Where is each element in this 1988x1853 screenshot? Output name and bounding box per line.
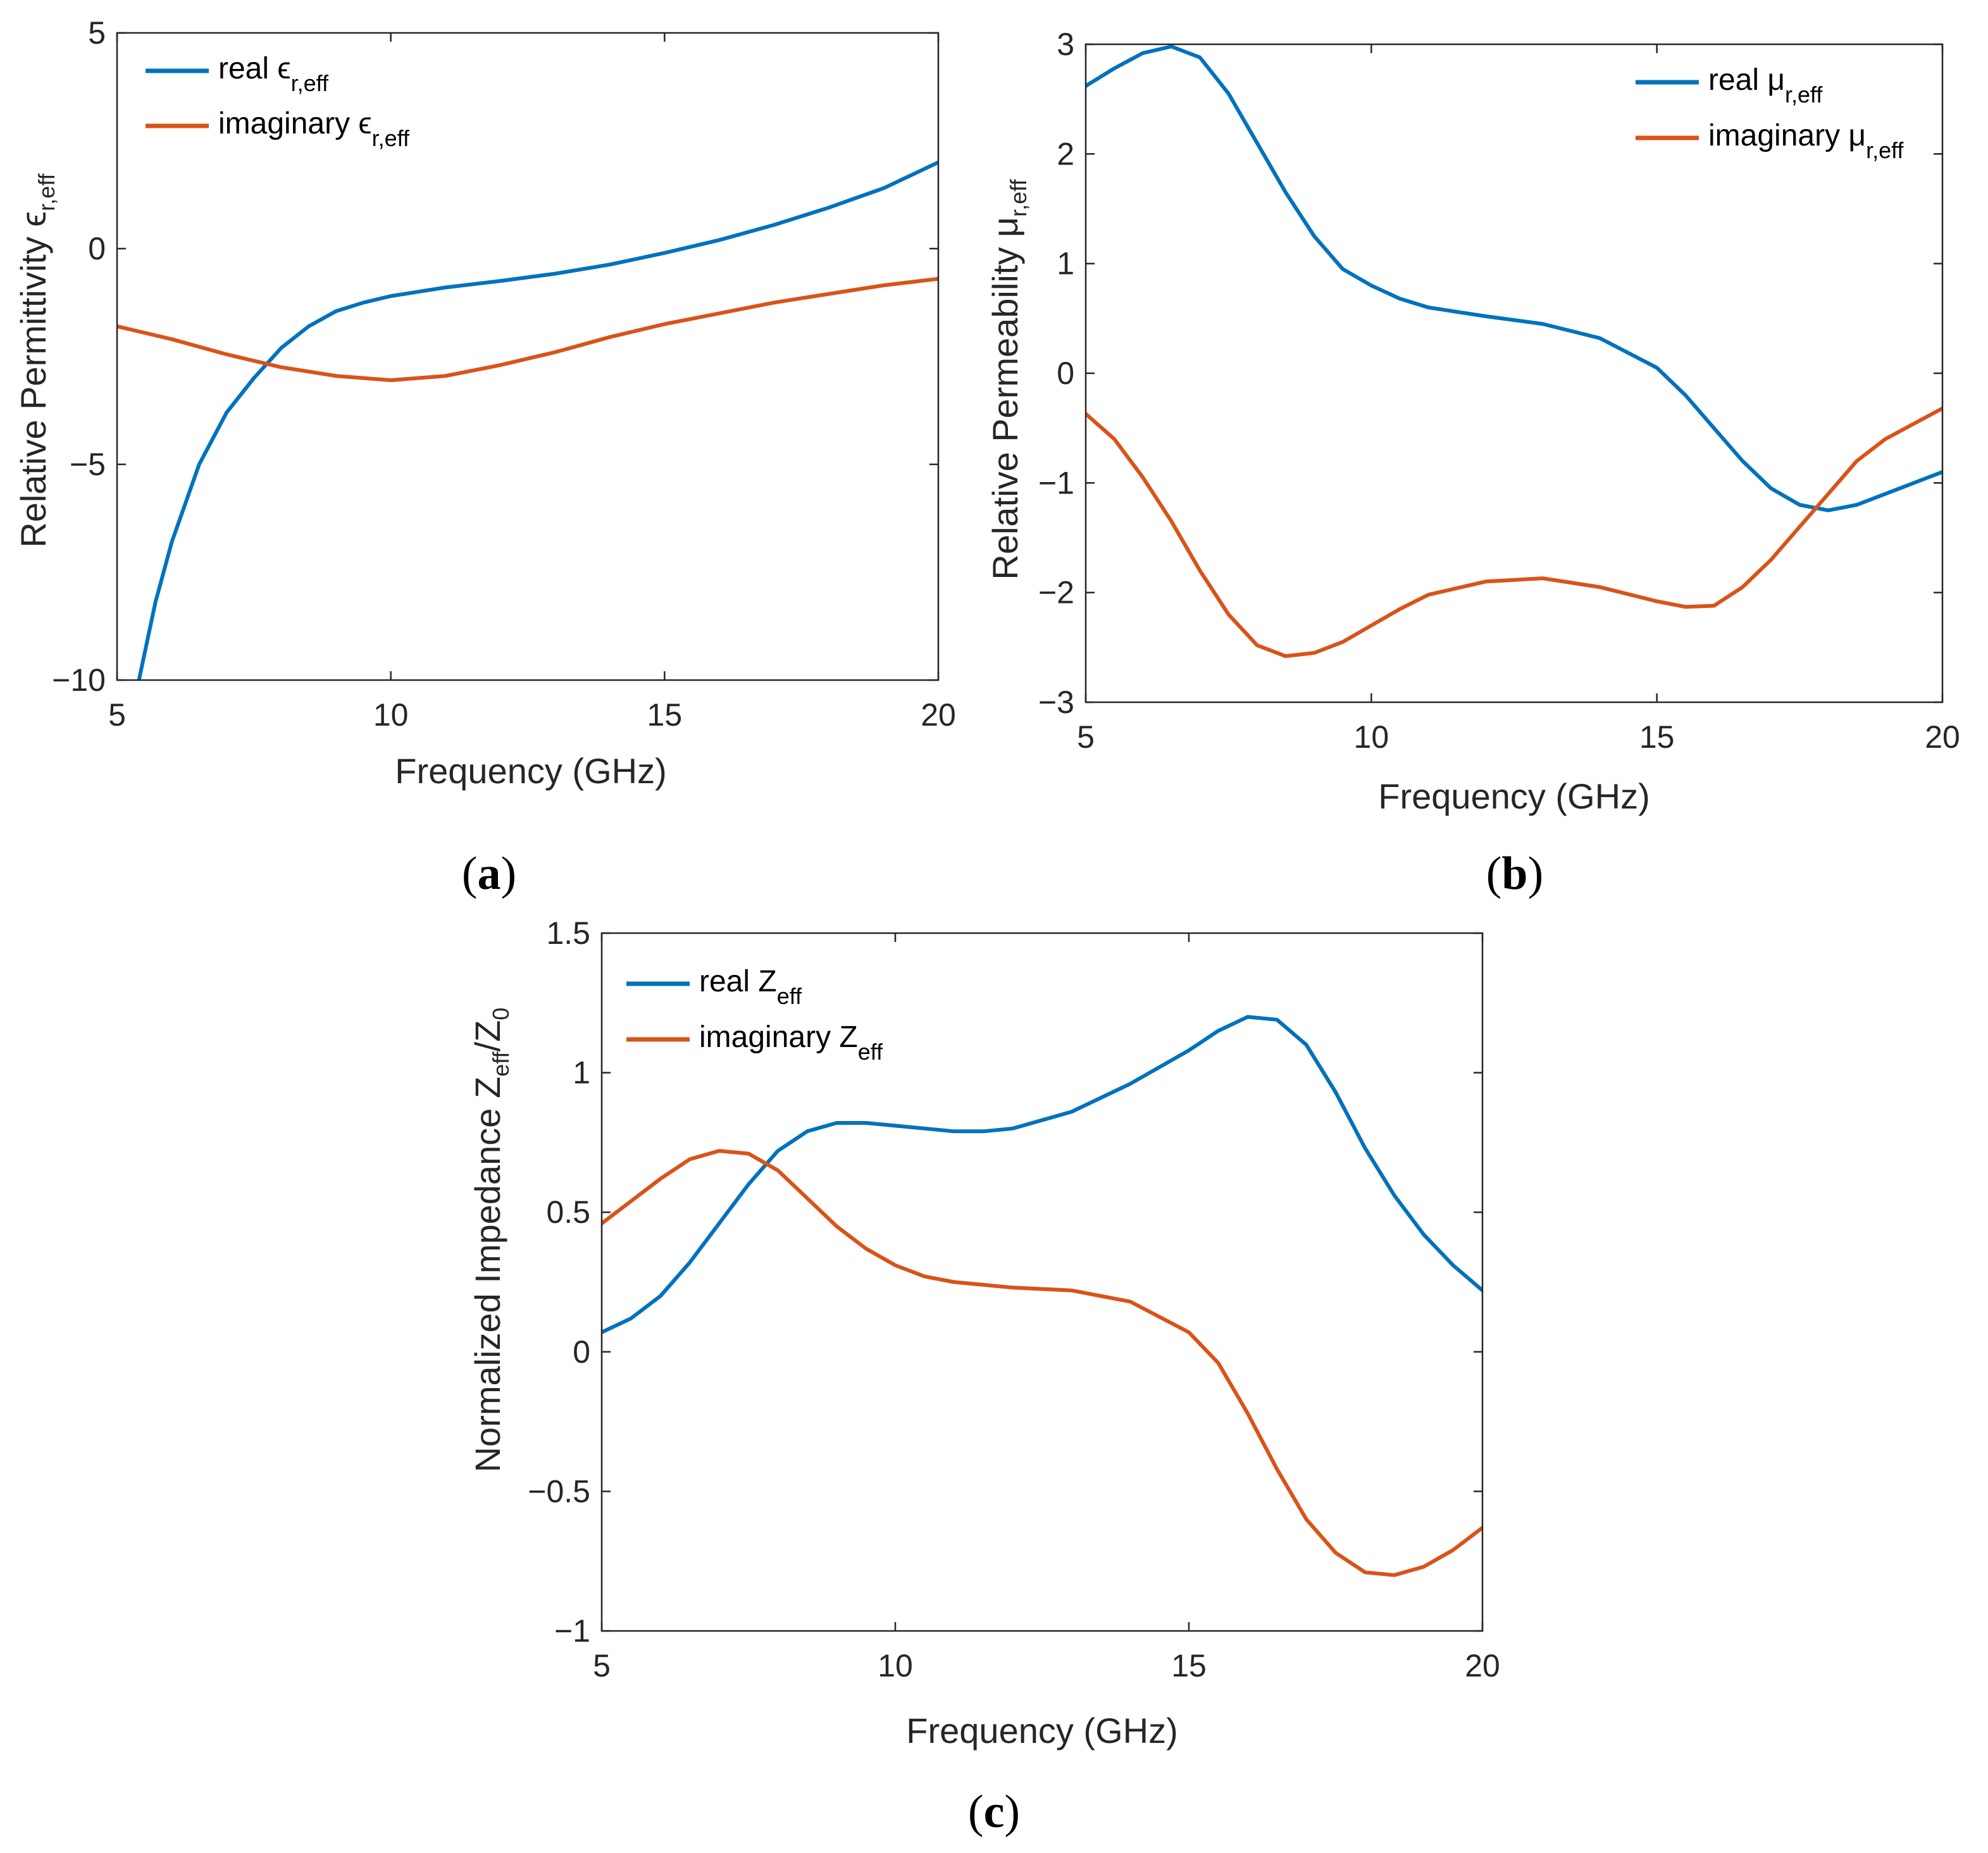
y-axis-label: Relative Permeability μr,eff (985, 178, 1031, 579)
x-tick-label: 15 (1639, 719, 1675, 755)
legend: real Zeff imaginary Zeff (626, 965, 883, 1065)
y-tick-label: 2 (1057, 136, 1074, 171)
y-tick-label: 1 (573, 1055, 590, 1091)
y-tick-label: 0 (88, 231, 106, 266)
y-tick-label: −0.5 (528, 1473, 590, 1509)
legend: real ϵr,eff imaginary ϵr,eff (146, 52, 410, 151)
panel-label-c: (c) (968, 1786, 1020, 1838)
legend-entry-real: real μr,eff (1708, 63, 1823, 108)
svg-text:Normalized Impedance Zeff/Z0: Normalized Impedance Zeff/Z0 (468, 1008, 514, 1473)
x-tick-label: 5 (1077, 719, 1095, 755)
plot-area: 5 10 15 20 −3 −2 −1 0 1 2 3 (1038, 27, 1960, 755)
series-line-imaginary (117, 276, 938, 382)
plot-area: 5 10 15 20 −1 −0.5 0 0.5 1 1.5 (528, 915, 1500, 1683)
series-line-real (602, 1015, 1482, 1334)
y-tick-label: 1.5 (546, 915, 590, 951)
y-axis-label: Relative Permittivity ϵr,eff (13, 173, 59, 547)
series-line-imaginary (602, 1149, 1482, 1577)
panel-b: Relative Permeability μr,eff Frequency (… (985, 27, 1960, 900)
panel-label-b: (b) (1486, 848, 1543, 900)
y-tick-label: −1 (1038, 465, 1074, 500)
y-axis-label: Normalized Impedance Zeff/Z0 (468, 1008, 514, 1473)
y-tick-label: −1 (554, 1613, 590, 1649)
series-line-imaginary (1086, 406, 1942, 659)
y-tick-label: 0.5 (546, 1194, 590, 1230)
svg-text:Relative Permeability μr,eff: Relative Permeability μr,eff (985, 178, 1031, 579)
legend-entry-real: real Zeff (699, 965, 802, 1009)
x-tick-label: 20 (1925, 719, 1960, 755)
x-tick-label: 20 (1465, 1648, 1500, 1683)
x-tick-label: 15 (1171, 1648, 1207, 1683)
x-tick-label: 10 (878, 1648, 913, 1683)
legend-entry-imaginary: imaginary ϵr,eff (218, 107, 410, 151)
y-tick-label: 0 (1057, 356, 1074, 391)
x-tick-label: 15 (647, 697, 683, 733)
y-tick-label: −3 (1038, 685, 1074, 720)
y-tick-label: −5 (70, 447, 106, 482)
y-tick-label: −10 (52, 662, 106, 698)
svg-text:Relative Permittivity ϵr,eff: Relative Permittivity ϵr,eff (13, 173, 59, 547)
axes-box (116, 32, 940, 681)
legend-entry-imaginary: imaginary μr,eff (1708, 119, 1904, 163)
y-tick-label: −2 (1038, 575, 1074, 610)
panel-c: Normalized Impedance Zeff/Z0 Frequency (… (468, 915, 1500, 1838)
series-line-real (137, 160, 938, 680)
y-tick-label: 0 (573, 1334, 590, 1370)
x-tick-label: 5 (108, 697, 126, 733)
legend: real μr,eff imaginary μr,eff (1636, 63, 1904, 163)
x-tick-label: 10 (373, 697, 409, 733)
y-tick-label: 5 (88, 15, 106, 51)
panel-a: Relative Permittivity ϵr,eff Frequency (… (13, 15, 956, 900)
axes-box (600, 932, 1484, 1632)
x-axis-label: Frequency (GHz) (1378, 776, 1649, 816)
x-tick-label: 10 (1354, 719, 1389, 755)
plot-area: 5 10 15 20 −10 −5 0 5 (52, 15, 956, 733)
legend-entry-imaginary: imaginary Zeff (699, 1020, 883, 1065)
legend-entry-real: real ϵr,eff (218, 52, 329, 96)
x-tick-label: 5 (593, 1648, 611, 1683)
series-line-real (1086, 44, 1942, 512)
x-axis-label: Frequency (GHz) (395, 751, 666, 791)
x-tick-label: 20 (921, 697, 956, 733)
y-tick-label: 3 (1057, 27, 1074, 62)
y-tick-label: 1 (1057, 246, 1074, 282)
panel-label-a: (a) (462, 848, 516, 900)
x-axis-label: Frequency (GHz) (906, 1711, 1177, 1751)
